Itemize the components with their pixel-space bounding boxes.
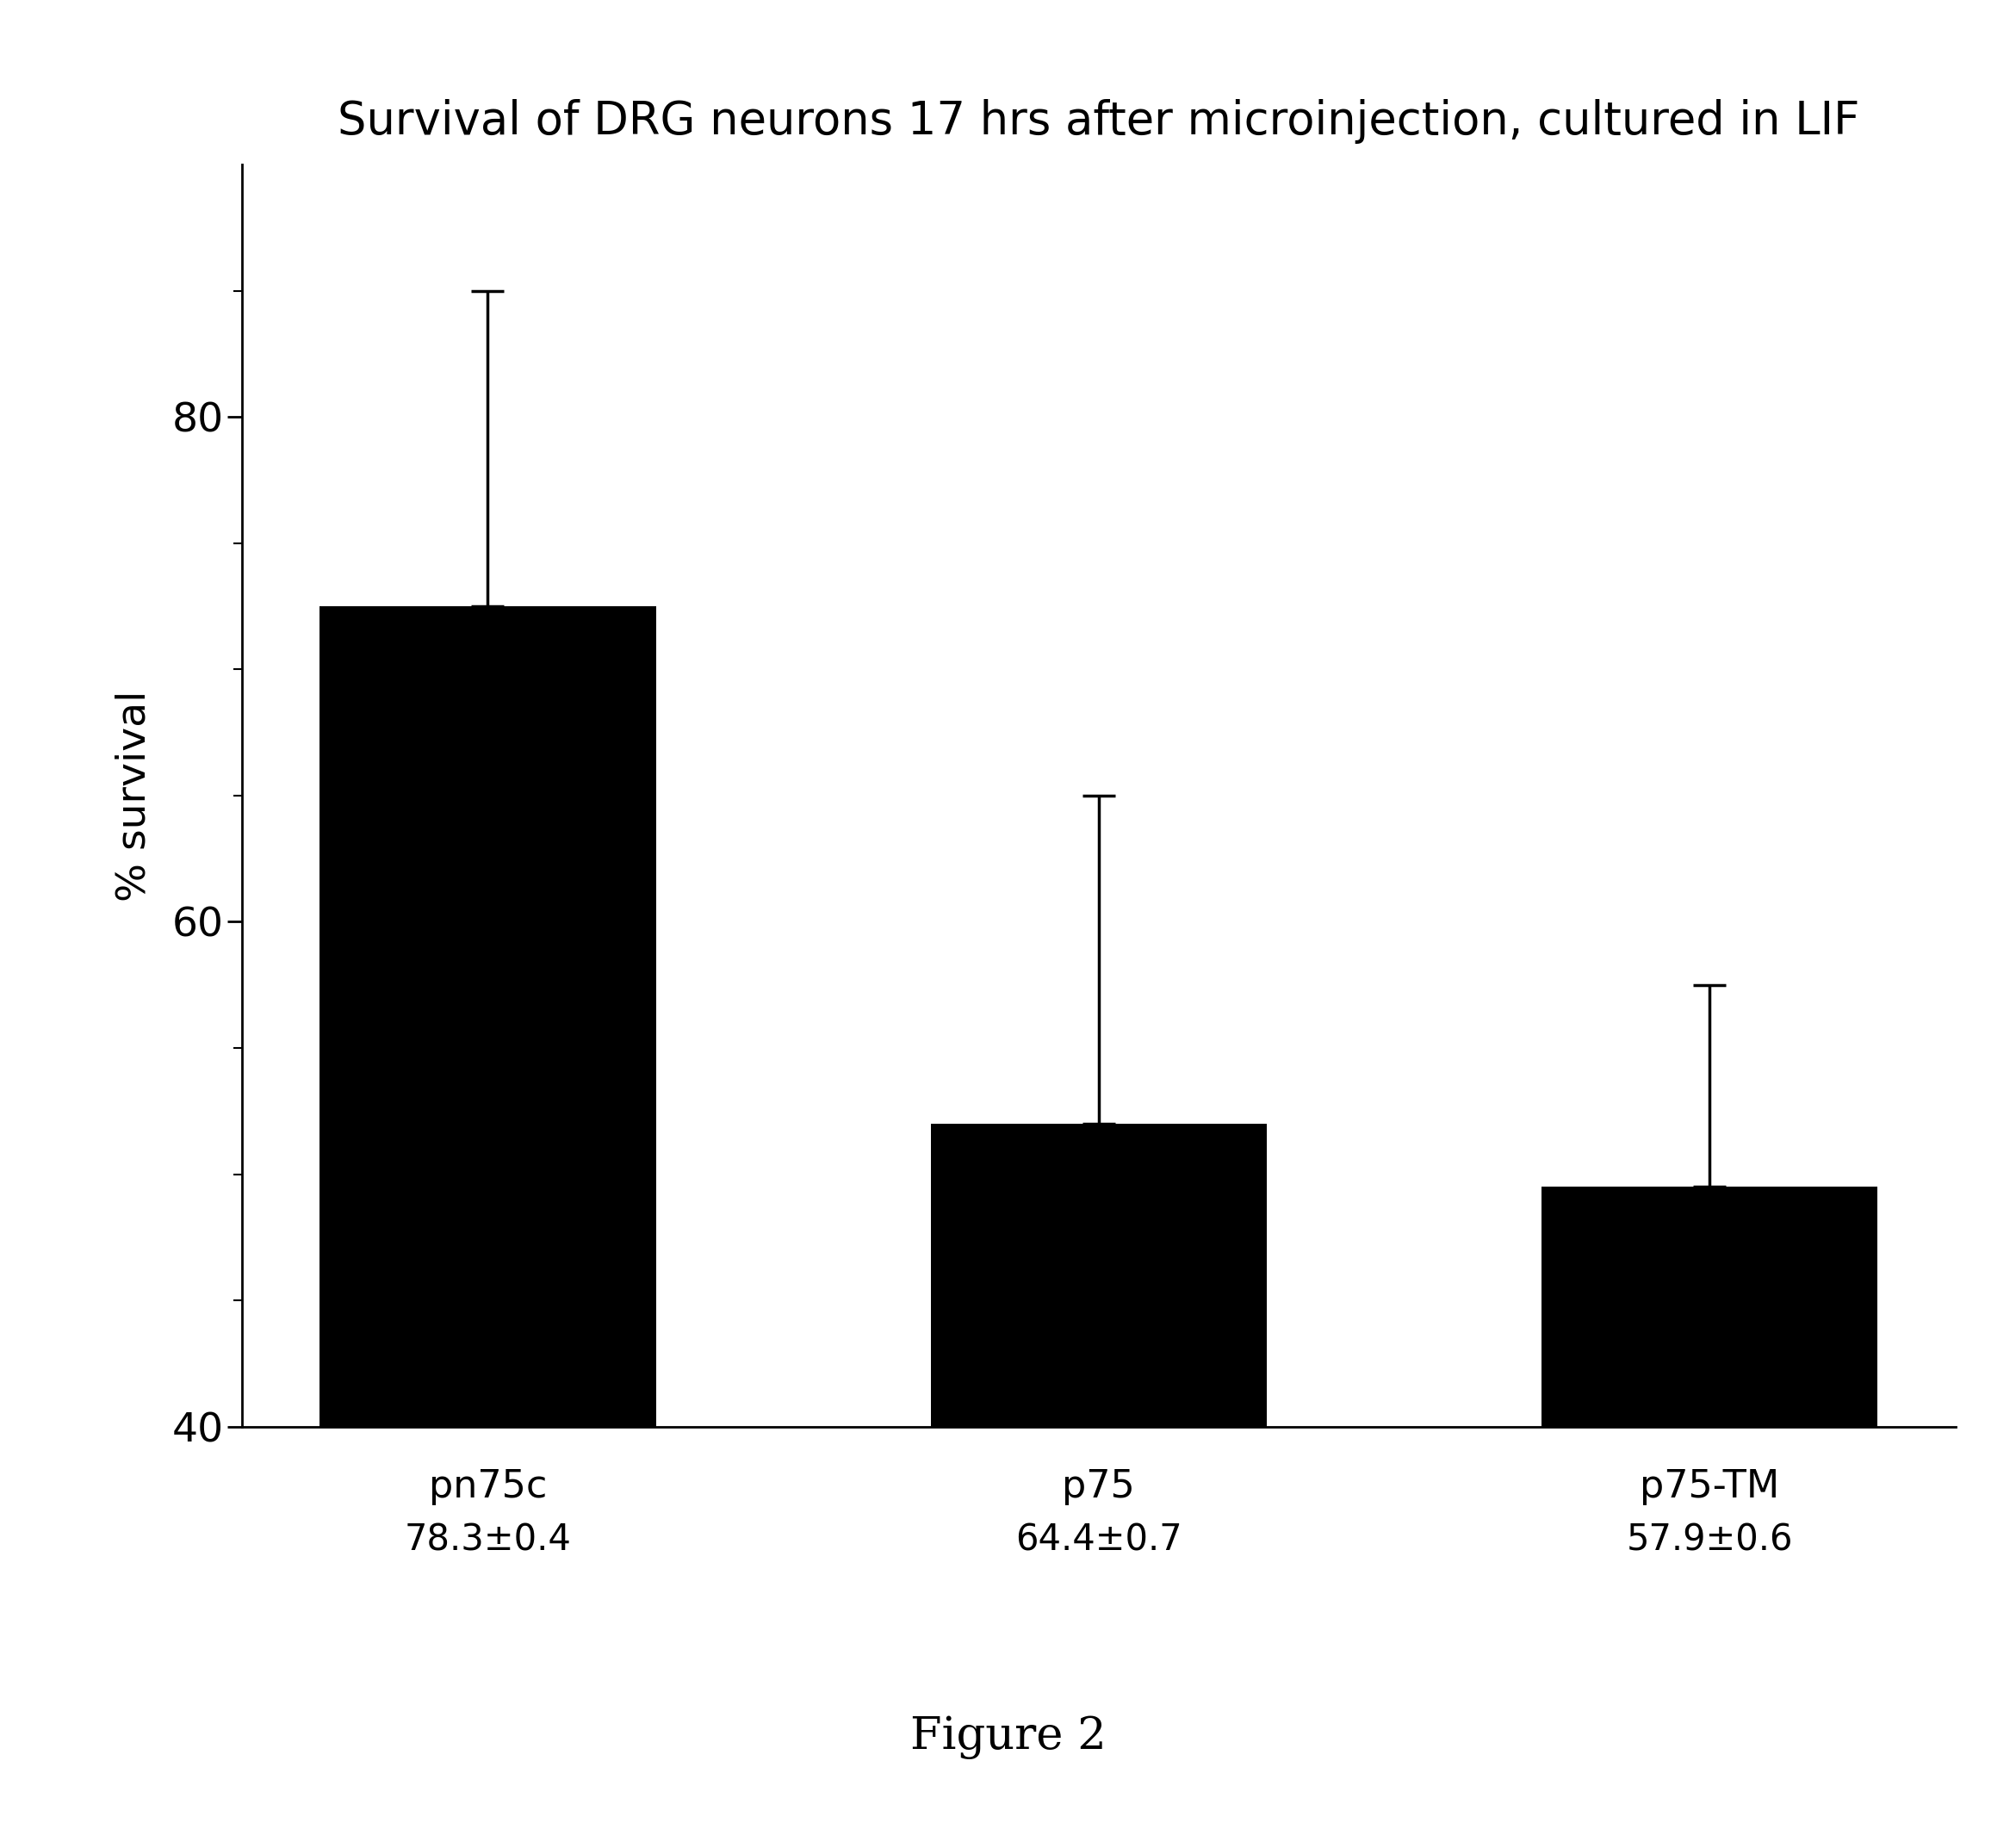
Text: Figure 2: Figure 2 (909, 1716, 1107, 1759)
Text: p75: p75 (1062, 1469, 1135, 1505)
Y-axis label: % survival: % survival (115, 690, 153, 902)
Title: Survival of DRG neurons 17 hrs after microinjection, cultured in LIF: Survival of DRG neurons 17 hrs after mic… (337, 99, 1861, 144)
Text: 78.3±0.4: 78.3±0.4 (405, 1522, 571, 1558)
Text: 57.9±0.6: 57.9±0.6 (1627, 1522, 1792, 1558)
Bar (321, 605, 655, 1427)
Text: p75-TM: p75-TM (1639, 1469, 1780, 1505)
Bar (931, 1123, 1266, 1427)
Bar (1542, 1187, 1877, 1427)
Text: pn75c: pn75c (429, 1469, 546, 1505)
Text: 64.4±0.7: 64.4±0.7 (1016, 1522, 1181, 1558)
